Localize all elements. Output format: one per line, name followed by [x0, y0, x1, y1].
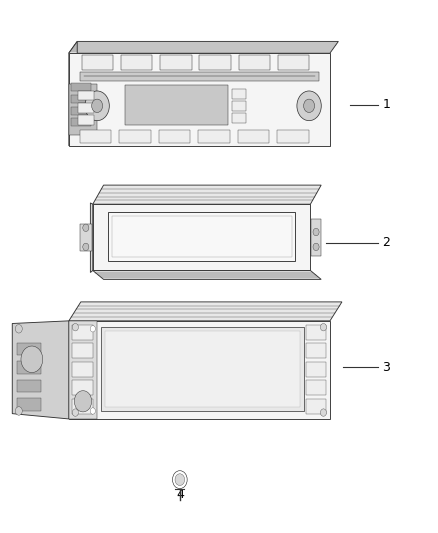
- Polygon shape: [69, 321, 330, 419]
- Bar: [108, 212, 295, 261]
- Bar: [78, 103, 94, 112]
- Bar: [71, 107, 91, 115]
- Bar: [125, 85, 228, 125]
- Bar: [198, 130, 230, 143]
- Polygon shape: [90, 203, 93, 272]
- Circle shape: [72, 324, 78, 331]
- Text: 4: 4: [176, 488, 184, 501]
- Circle shape: [297, 91, 321, 120]
- Circle shape: [83, 224, 89, 231]
- Bar: [71, 95, 91, 103]
- Bar: [80, 224, 92, 251]
- Bar: [121, 55, 152, 70]
- Bar: [160, 55, 191, 70]
- Circle shape: [15, 325, 22, 333]
- Bar: [71, 83, 91, 91]
- Bar: [105, 332, 300, 407]
- Polygon shape: [69, 53, 330, 146]
- Circle shape: [321, 409, 326, 416]
- Bar: [232, 89, 246, 99]
- Polygon shape: [93, 204, 311, 270]
- Bar: [80, 130, 111, 143]
- Bar: [277, 130, 309, 143]
- Bar: [159, 130, 191, 143]
- Text: 1: 1: [382, 98, 390, 111]
- Text: 3: 3: [382, 361, 390, 374]
- Bar: [238, 130, 269, 143]
- Circle shape: [90, 408, 95, 414]
- Polygon shape: [93, 270, 321, 279]
- Circle shape: [173, 471, 187, 489]
- Bar: [306, 399, 325, 414]
- Circle shape: [313, 243, 319, 251]
- Circle shape: [92, 99, 102, 112]
- Bar: [69, 321, 97, 419]
- Text: 2: 2: [382, 236, 390, 249]
- Circle shape: [85, 91, 110, 120]
- Bar: [17, 361, 41, 374]
- Bar: [17, 343, 41, 356]
- Circle shape: [304, 99, 314, 112]
- Bar: [239, 55, 270, 70]
- Bar: [82, 55, 113, 70]
- Circle shape: [74, 391, 92, 412]
- Bar: [80, 71, 319, 81]
- Bar: [72, 325, 93, 340]
- Polygon shape: [69, 302, 342, 321]
- Bar: [232, 113, 246, 123]
- Circle shape: [83, 243, 89, 251]
- Circle shape: [21, 346, 43, 373]
- Polygon shape: [69, 42, 339, 53]
- Polygon shape: [93, 185, 321, 204]
- Circle shape: [15, 407, 22, 415]
- Bar: [72, 380, 93, 395]
- Bar: [17, 398, 41, 411]
- Circle shape: [321, 324, 326, 331]
- Bar: [306, 380, 325, 395]
- Bar: [119, 130, 151, 143]
- Circle shape: [90, 326, 95, 332]
- Bar: [72, 399, 93, 414]
- Circle shape: [313, 228, 319, 236]
- Bar: [71, 118, 91, 126]
- Bar: [311, 219, 321, 256]
- Bar: [72, 343, 93, 358]
- Circle shape: [72, 409, 78, 416]
- Bar: [278, 55, 309, 70]
- Bar: [102, 327, 304, 411]
- Bar: [112, 216, 292, 257]
- Bar: [78, 91, 94, 101]
- Bar: [17, 379, 41, 392]
- Bar: [78, 115, 94, 125]
- Circle shape: [175, 474, 185, 486]
- Bar: [69, 84, 97, 135]
- Bar: [199, 55, 231, 70]
- Polygon shape: [12, 321, 69, 419]
- Bar: [306, 361, 325, 377]
- Polygon shape: [69, 42, 77, 146]
- Bar: [306, 343, 325, 358]
- Bar: [72, 361, 93, 377]
- Bar: [306, 325, 325, 340]
- Bar: [232, 101, 246, 111]
